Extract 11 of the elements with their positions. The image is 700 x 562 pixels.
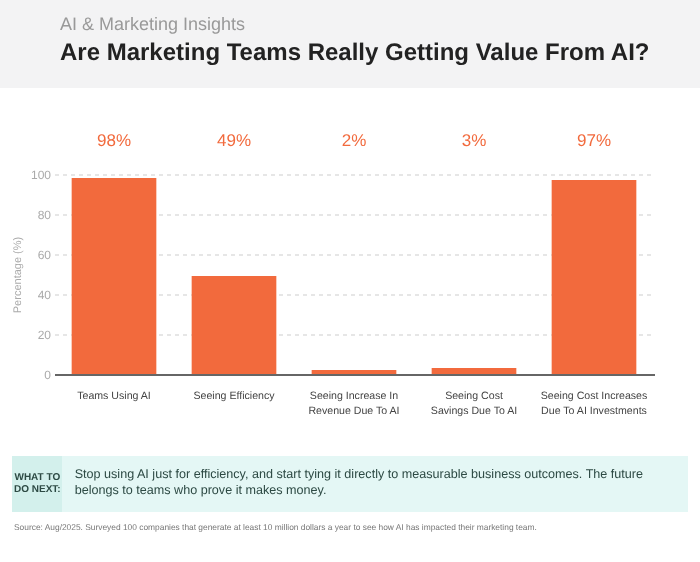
data-label: 3% (461, 130, 488, 150)
chart-subtitle: AI & Marketing Insights (60, 14, 248, 34)
chart-title: Are Marketing Teams Really Getting Value From AI? (60, 38, 652, 66)
data-label: 49% (216, 130, 252, 150)
bar (551, 180, 637, 374)
bar (431, 368, 517, 374)
data-label: 98% (96, 130, 132, 150)
bar (71, 178, 157, 374)
data-label: 2% (341, 130, 368, 150)
bar (191, 276, 277, 374)
data-label: 97% (576, 130, 612, 150)
